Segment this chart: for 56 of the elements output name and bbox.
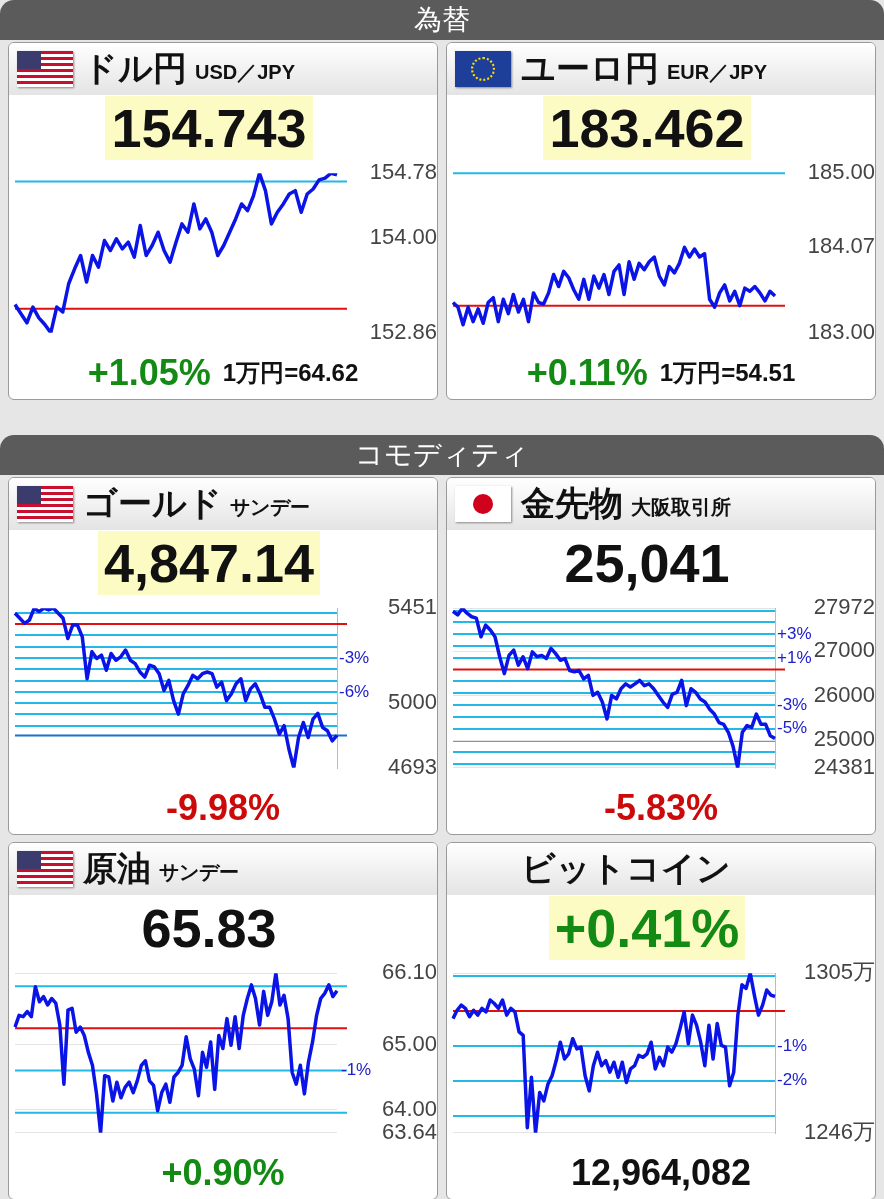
text: 65.83 xyxy=(140,897,278,960)
y-tick-label: 63.64 xyxy=(381,1118,437,1144)
text: 1万円=54.51 xyxy=(659,358,796,388)
y-tick-label: 25000 xyxy=(813,726,875,752)
chart-subtitle: サンデー xyxy=(230,494,310,520)
y2-tick-label: -3% xyxy=(777,694,808,714)
text: -9.98% xyxy=(165,787,281,829)
text: +0.11% xyxy=(526,352,648,394)
y-tick-label: 24381 xyxy=(813,753,875,779)
chart-title: ビットコイン xyxy=(521,848,731,889)
chart-subtitle: サンデー xyxy=(159,859,239,885)
text: +1.05% xyxy=(87,352,211,394)
text: -5.83% xyxy=(603,787,719,829)
text: +0.41% xyxy=(548,896,746,960)
y-tick-label: 184.07 xyxy=(807,233,875,259)
y-tick-label: 185.00 xyxy=(807,159,875,185)
y-tick-label: 183.00 xyxy=(807,318,875,344)
chart-title: ユーロ円 xyxy=(521,48,659,89)
text: 183.462 xyxy=(543,96,751,160)
y2-tick-label: -1% xyxy=(777,1035,808,1055)
chart-title: ドル円 xyxy=(83,48,187,89)
y-tick-label: 5000 xyxy=(388,689,437,715)
chart-subtitle: EUR／JPY xyxy=(667,59,768,85)
y-tick-label: 64.00 xyxy=(381,1095,437,1121)
text: 為替 xyxy=(414,3,470,37)
annotation: -1% xyxy=(341,1060,372,1080)
chart-title: 金先物 xyxy=(521,483,623,524)
text: 4,847.14 xyxy=(97,531,321,595)
y-tick-label: 154.00 xyxy=(369,224,437,250)
y-tick-label: 4693 xyxy=(388,753,437,779)
y-tick-label: 154.78 xyxy=(369,159,437,185)
y-tick-label: 152.86 xyxy=(369,318,437,344)
y-tick-label: 65.00 xyxy=(381,1030,437,1056)
y2-tick-label: +1% xyxy=(777,647,812,667)
y-tick-label: 66.10 xyxy=(381,959,437,985)
text: 25,041 xyxy=(563,532,731,595)
chart-subtitle: 大阪取引所 xyxy=(631,494,731,520)
y-tick-label: 1246万 xyxy=(804,1118,875,1144)
y-tick-label: 1305万 xyxy=(804,959,875,985)
text: コモディティ xyxy=(355,438,529,472)
y-tick-label: 27972 xyxy=(813,594,875,620)
y2-tick-label: -5% xyxy=(777,718,808,738)
chart-title: 原油 xyxy=(83,848,151,889)
text: 1万円=64.62 xyxy=(222,358,359,388)
y2-tick-label: +3% xyxy=(777,623,812,643)
y2-tick-label: -3% xyxy=(339,647,370,667)
chart-subtitle: USD／JPY xyxy=(195,59,296,85)
text: +0.90% xyxy=(161,1152,285,1194)
y-tick-label: 27000 xyxy=(813,637,875,663)
y2-tick-label: -6% xyxy=(339,681,370,701)
y-tick-label: 26000 xyxy=(813,681,875,707)
y2-tick-label: -2% xyxy=(777,1070,808,1090)
text: 12,964,082 xyxy=(570,1152,752,1194)
chart-title: ゴールド xyxy=(83,483,222,524)
y-tick-label: 5451 xyxy=(388,594,437,620)
text: 154.743 xyxy=(105,96,313,160)
